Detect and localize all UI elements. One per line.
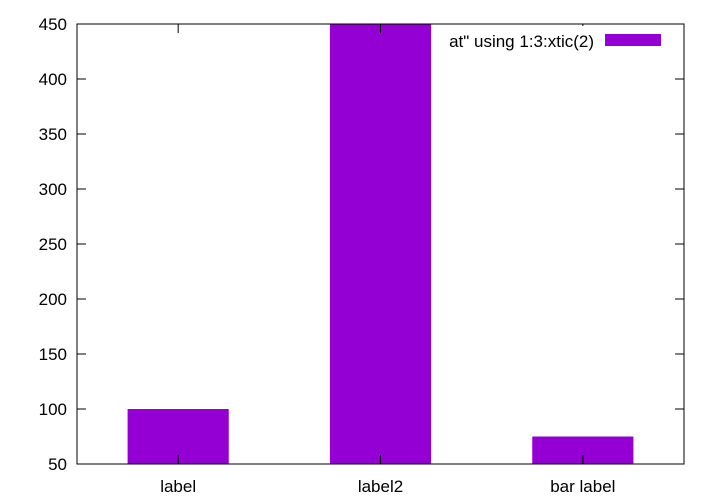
legend-label: at" using 1:3:xtic(2) <box>449 32 594 51</box>
legend-swatch <box>605 34 661 46</box>
y-tick-label-250: 250 <box>39 235 67 254</box>
bar-label2 <box>329 24 432 464</box>
legend: at" using 1:3:xtic(2) <box>432 26 672 54</box>
y-tick-label-150: 150 <box>39 345 67 364</box>
y-tick-label-200: 200 <box>39 290 67 309</box>
y-tick-label-50: 50 <box>48 455 67 474</box>
y-tick-label-400: 400 <box>39 70 67 89</box>
y-tick-label-300: 300 <box>39 180 67 199</box>
ticks-group: 50 100 150 200 250 300 350 400 450 label label2 bar… <box>39 15 684 496</box>
x-tick-label-label2: label2 <box>358 477 403 496</box>
x-tick-label-bar-label: bar label <box>550 477 615 496</box>
y-tick-label-100: 100 <box>39 400 67 419</box>
bars-group <box>127 24 634 464</box>
bar-label <box>127 409 229 464</box>
y-tick-label-450: 450 <box>39 15 67 34</box>
x-tick-label-label: label <box>160 477 196 496</box>
plot-frame <box>76 23 685 465</box>
y-tick-label-350: 350 <box>39 125 67 144</box>
